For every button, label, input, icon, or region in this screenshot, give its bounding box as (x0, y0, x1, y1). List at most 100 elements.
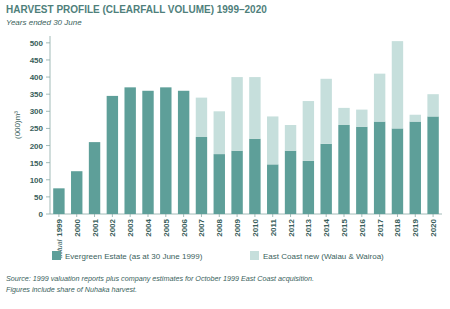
legend-swatch (250, 251, 259, 260)
bar (427, 116, 438, 214)
note: Source: 1999 valuation reports plus comp… (6, 274, 314, 283)
y-axis (50, 36, 51, 214)
bar (107, 96, 118, 214)
bar (320, 144, 331, 214)
y-tick-label: 50 (34, 193, 43, 202)
bar (124, 87, 135, 88)
bar (214, 154, 225, 214)
bar (392, 128, 403, 214)
bar (338, 108, 349, 125)
x-tick (344, 214, 345, 217)
y-tick-label: 250 (30, 124, 44, 133)
x-tick (130, 214, 131, 217)
y-tick (46, 214, 50, 215)
bar (249, 77, 260, 139)
x-tick-label: 2002 (108, 218, 117, 236)
y-tick (46, 128, 50, 129)
chart: HARVEST PROFILE (CLEARFALL VOLUME) 1999–… (0, 0, 450, 309)
x-tick-label: 1999 (55, 218, 64, 236)
bar (356, 127, 367, 214)
x-tick (272, 214, 273, 217)
y-tick (46, 196, 50, 197)
bar (392, 41, 403, 128)
y-tick (46, 145, 50, 146)
x-tick-label: 2007 (197, 218, 206, 236)
bar (107, 95, 118, 96)
bar (196, 98, 207, 137)
x-tick-label: 2015 (340, 218, 349, 236)
x-tick (379, 214, 380, 217)
bar (89, 142, 100, 214)
x-tick-label: 2017 (376, 218, 385, 236)
x-tick-label: 2016 (358, 218, 367, 236)
x-tick (76, 214, 77, 217)
y-tick (46, 179, 50, 180)
bar (142, 91, 153, 214)
x-tick (326, 214, 327, 217)
x-tick-label: 2013 (304, 218, 313, 236)
x-tick-label: 2012 (287, 218, 296, 236)
bar (231, 77, 242, 151)
y-tick-label: 350 (30, 90, 44, 99)
y-tick-label: 0 (39, 210, 44, 219)
bar (249, 139, 260, 214)
x-tick (415, 214, 416, 217)
x-tick (361, 214, 362, 217)
y-tick (46, 94, 50, 95)
bar (160, 87, 171, 214)
x-tick (183, 214, 184, 217)
x-tick-label: 2018 (393, 218, 402, 236)
x-tick (58, 214, 59, 217)
y-tick (46, 162, 50, 163)
y-tick-label: 500 (30, 39, 44, 48)
bar (320, 79, 331, 144)
bar (267, 116, 278, 164)
bars (53, 41, 439, 214)
x-tick-label: 2020 (429, 218, 438, 236)
bar (142, 90, 153, 91)
legend-label: Evergreen Estate (as at 30 June 1999) (65, 252, 203, 261)
bar (214, 111, 225, 154)
x-tick-label: 2006 (180, 218, 189, 236)
x-tick-label: 2009 (233, 218, 242, 236)
x-tick-label: 2008 (215, 218, 224, 236)
bar (160, 87, 171, 88)
y-tick-label: 400 (30, 73, 44, 82)
bar (374, 74, 385, 122)
bar (53, 188, 64, 189)
x-tick-label: 2014 (322, 218, 331, 236)
x-tick-label: 2001 (91, 218, 100, 236)
bar (285, 151, 296, 214)
bar (124, 87, 135, 214)
bar (374, 122, 385, 214)
x-tick (254, 214, 255, 217)
x-tick (219, 214, 220, 217)
x-tick-label: 2003 (126, 218, 135, 236)
x-tick (308, 214, 309, 217)
bar (410, 122, 421, 214)
note: Figures include share of Nuhaka harvest. (6, 285, 137, 294)
bar (267, 164, 278, 214)
bar (53, 188, 64, 214)
x-tick (201, 214, 202, 217)
bar (71, 171, 82, 172)
bar (196, 137, 207, 214)
y-tick-label: 200 (30, 142, 44, 151)
bar (338, 125, 349, 214)
x-tick (112, 214, 113, 217)
title: HARVEST PROFILE (CLEARFALL VOLUME) 1999–… (6, 4, 267, 15)
x-tick-label: 2005 (162, 218, 171, 236)
y-axis-label: (000)m³ (13, 111, 22, 139)
y-tick-label: 100 (30, 176, 44, 185)
bar (71, 171, 82, 214)
y-tick-label: 450 (30, 56, 44, 65)
y-tick (46, 59, 50, 60)
y-tick-label: 150 (30, 159, 44, 168)
x-tick-label: 2004 (144, 218, 153, 236)
y-tick (46, 111, 50, 112)
bar (89, 142, 100, 143)
x-tick (290, 214, 291, 217)
subtitle: Years ended 30 June (6, 18, 82, 27)
bar (178, 91, 189, 214)
bar (427, 94, 438, 116)
